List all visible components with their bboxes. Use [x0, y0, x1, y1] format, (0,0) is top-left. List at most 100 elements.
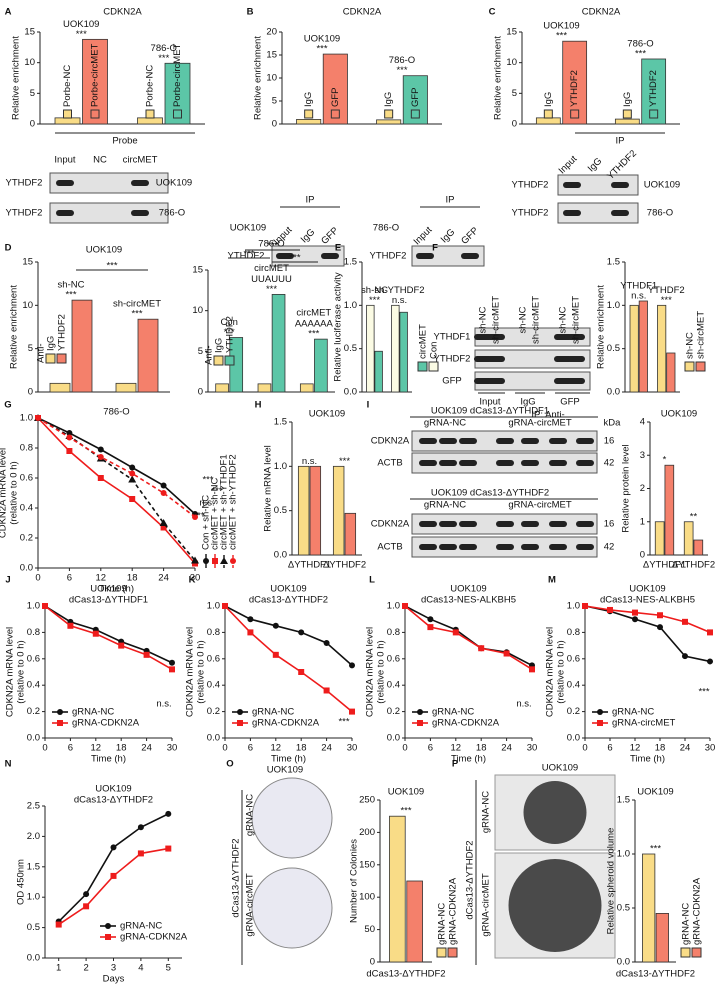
marker — [83, 891, 90, 898]
significance: *** — [202, 475, 213, 486]
bar — [296, 119, 322, 125]
x-tick-label: 30 — [527, 743, 538, 754]
y-tick-label: 0.5 — [607, 343, 620, 354]
marker — [582, 603, 588, 609]
figure-label: Input — [479, 397, 500, 408]
figure-label: YTHDF2 — [228, 251, 265, 262]
bar — [655, 913, 669, 963]
group-label: Con — [220, 317, 237, 328]
bar-label: GFP — [410, 87, 421, 107]
group-label: sh-NC — [58, 280, 85, 291]
y-tick-label: 1.0 — [207, 601, 220, 612]
marker — [55, 921, 62, 928]
marker — [657, 612, 663, 619]
chart-title: dCas13-ΔYTHDF2 — [249, 595, 328, 606]
group-label: UOK109 — [63, 19, 99, 30]
group-label: 786-O — [389, 55, 415, 66]
figure-label: 16 — [604, 519, 615, 530]
y-tick-label: 150 — [359, 859, 375, 870]
y-tick-label: 0.2 — [20, 533, 33, 544]
bar — [299, 383, 314, 393]
y-axis-label: CDKN2A mRNA level — [0, 448, 9, 538]
x-tick-label: ΔYTHDF1 — [288, 560, 331, 571]
x-tick-label: 18 — [127, 573, 138, 584]
x-tick-label: 30 — [705, 743, 716, 754]
chart-title: UOK109 — [270, 584, 306, 595]
blot-band — [549, 521, 567, 527]
panel-letter: B — [247, 7, 254, 18]
panel-letter: L — [369, 575, 375, 586]
marker — [417, 720, 423, 726]
legend-title: Anti- — [36, 343, 47, 363]
marker — [192, 514, 198, 520]
y-axis-label: (relative to 0 h) — [556, 640, 567, 703]
x-tick-label: 2 — [83, 963, 88, 974]
x-tick-label: 18 — [655, 743, 666, 754]
marker — [597, 720, 603, 726]
chart-title: UOK109 — [90, 584, 126, 595]
significance: *** — [131, 309, 142, 320]
bar — [683, 521, 694, 556]
y-tick-label: 0 — [370, 957, 375, 968]
figure-label: sh-circMET — [491, 296, 502, 344]
blot-band — [567, 334, 585, 340]
bar — [642, 853, 656, 963]
y-tick-label: 10 — [22, 300, 33, 311]
significance: *** — [224, 327, 235, 338]
legend-label: gRNA-NC — [432, 707, 474, 718]
figure-label: gRNA-circMET — [245, 873, 256, 937]
blot-band — [459, 521, 477, 527]
series-line — [584, 605, 711, 663]
marker — [165, 845, 172, 852]
blot-band — [419, 544, 437, 550]
y-tick-label: 1.0 — [344, 300, 357, 311]
bar-label: IgG — [622, 92, 633, 107]
marker — [137, 850, 144, 857]
blot-band — [56, 210, 74, 216]
y-axis-label: OD 450nm — [16, 859, 27, 905]
chart-title: 786-O — [258, 239, 284, 250]
series-line — [37, 417, 196, 515]
legend-swatch — [213, 355, 224, 366]
blot-band — [439, 521, 457, 527]
x-tick-label: 0 — [582, 743, 587, 754]
figure-label: gRNA-circMET — [508, 418, 572, 429]
blot-band — [459, 544, 477, 550]
blot-band — [521, 438, 539, 444]
bar — [657, 304, 667, 393]
figure-label: kDa — [604, 418, 622, 429]
legend-label: sh-NC — [685, 332, 696, 359]
x-tick-label: 5 — [166, 963, 171, 974]
marker — [118, 642, 125, 649]
figure-label: Input — [54, 155, 75, 166]
chart-title: UOK109 — [95, 784, 131, 795]
y-tick-label: 0 — [30, 119, 35, 130]
x-tick-label: 24 — [680, 743, 691, 754]
marker — [128, 475, 137, 483]
marker — [237, 720, 243, 726]
group-label: UUAUUU — [251, 274, 292, 285]
group-label: circMET — [254, 263, 289, 274]
significance: *** — [339, 456, 350, 467]
x-tick-label: 30 — [167, 743, 178, 754]
bar — [664, 464, 675, 556]
chart-title: UOK109 — [86, 245, 122, 256]
x-tick-label: 6 — [68, 743, 73, 754]
y-tick-label: 0.2 — [567, 706, 580, 717]
panel-letter: K — [189, 575, 196, 586]
series-line — [58, 847, 169, 926]
significance: *** — [243, 249, 254, 260]
chart-title: dCas13-ΔYTHDF2 — [74, 795, 153, 806]
significance: *** — [106, 261, 117, 272]
blot-band — [321, 253, 339, 259]
legend-label: gRNA-CDKN2A — [692, 877, 703, 945]
x-axis-label: Time (h) — [91, 754, 126, 765]
y-axis-label: CDKN2A mRNA level — [185, 627, 196, 717]
significance: n.s. — [156, 699, 171, 710]
bar — [71, 299, 93, 393]
x-tick-label: 12 — [451, 743, 462, 754]
significance: n.s. — [392, 295, 407, 306]
blot — [557, 174, 639, 196]
y-tick-label: 15 — [22, 257, 33, 268]
blot-band — [487, 378, 505, 384]
